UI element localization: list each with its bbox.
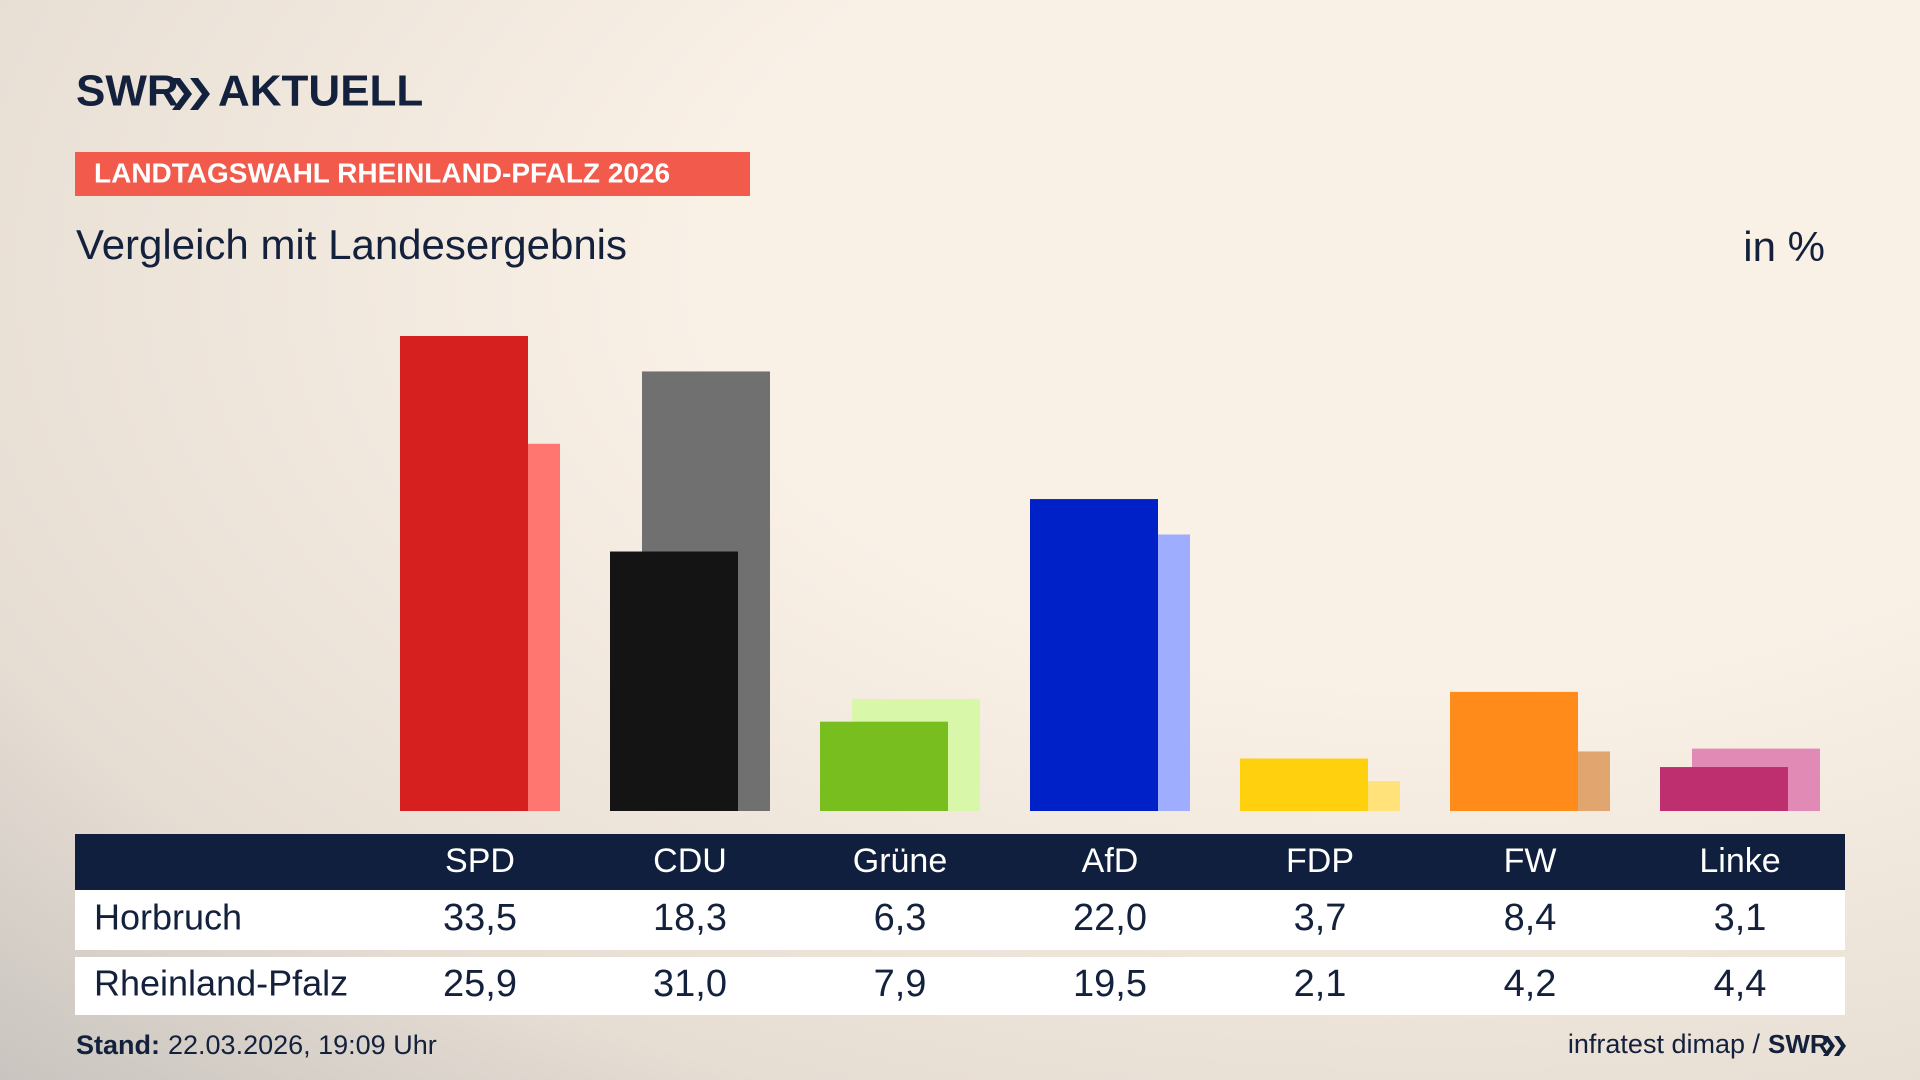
unit-label: in % [1743, 223, 1825, 270]
table-header [75, 834, 1845, 890]
table-row [75, 890, 1845, 950]
kicker-badge [75, 152, 750, 196]
brand: SWR [76, 67, 179, 116]
bar [1450, 691, 1578, 811]
value-label: 33,5 [443, 897, 517, 939]
kicker: LANDTAGSWAHL RHEINLAND-PFALZ 2026 [94, 157, 670, 188]
series-label: Rheinland-Pfalz [94, 963, 348, 1004]
chart-title: Vergleich mit Landesergebnis [76, 221, 627, 268]
source: infratest dimap / [1568, 1029, 1761, 1059]
value-label: 25,9 [443, 963, 517, 1005]
bar [1660, 767, 1788, 811]
value-label: 4,4 [1714, 963, 1767, 1005]
bar [1030, 499, 1158, 811]
category-label: FDP [1286, 842, 1354, 880]
category-label: Linke [1699, 842, 1780, 880]
brand-suffix: AKTUELL [218, 67, 423, 116]
footer-label: Stand: [76, 1030, 160, 1060]
value-label: 6,3 [874, 897, 927, 939]
value-label: 2,1 [1294, 963, 1347, 1005]
footer-date: 22.03.2026, 19:09 Uhr [168, 1030, 437, 1060]
bar [610, 551, 738, 811]
category-label: SPD [445, 842, 515, 880]
bar [1240, 758, 1368, 811]
value-label: 31,0 [653, 963, 727, 1005]
category-label: AfD [1082, 842, 1139, 880]
value-label: 3,1 [1714, 897, 1767, 939]
value-label: 19,5 [1073, 963, 1147, 1005]
category-label: FW [1504, 842, 1557, 880]
value-label: 8,4 [1504, 897, 1557, 939]
source-brand: SWR [1768, 1029, 1829, 1059]
source-chevrons [1823, 1036, 1846, 1056]
value-label: 3,7 [1294, 897, 1347, 939]
bar [820, 721, 948, 811]
bar [400, 336, 528, 811]
value-label: 4,2 [1504, 963, 1557, 1005]
series-label: Horbruch [94, 897, 242, 938]
table-row [75, 957, 1845, 1015]
value-label: 22,0 [1073, 897, 1147, 939]
value-label: 7,9 [874, 963, 927, 1005]
value-label: 18,3 [653, 897, 727, 939]
brand-chevrons [172, 78, 210, 110]
category-label: CDU [653, 842, 727, 880]
category-label: Grüne [853, 842, 948, 880]
